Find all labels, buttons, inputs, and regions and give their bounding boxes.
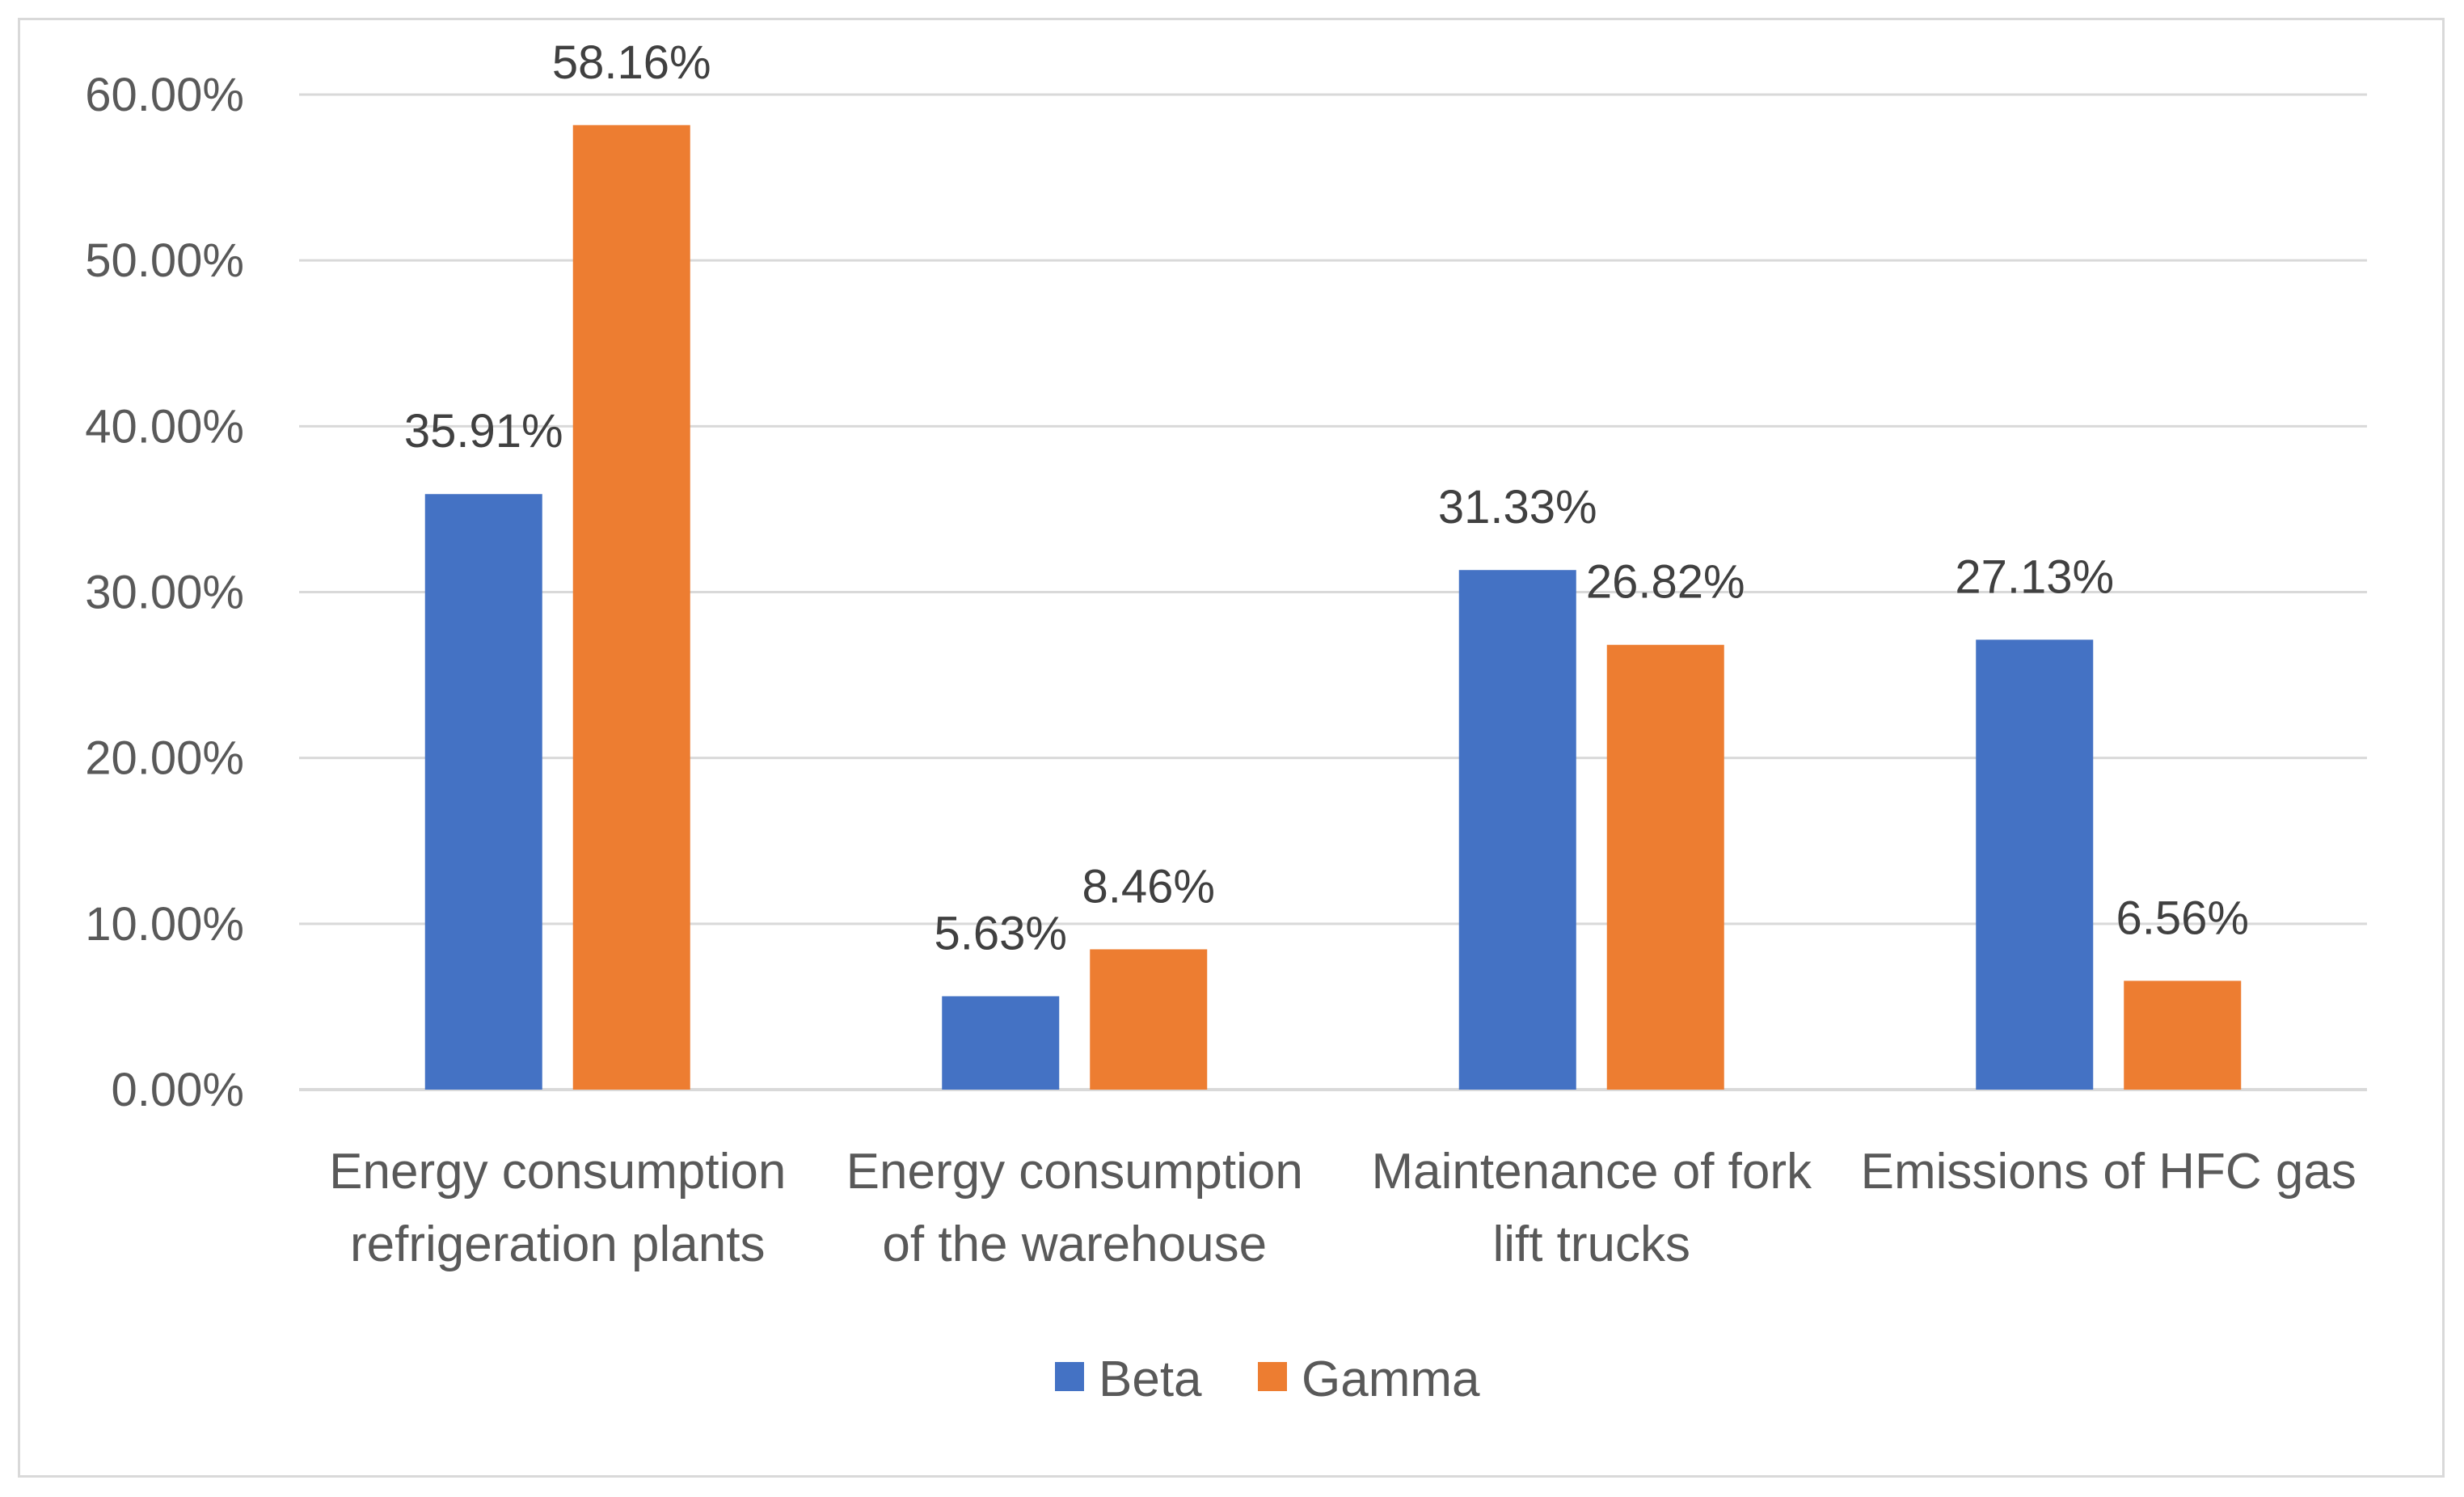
bar-gamma: [572, 124, 690, 1090]
bars: [424, 124, 2242, 1090]
bar-beta: [424, 494, 542, 1090]
x-category-label: of the warehouse: [882, 1217, 1267, 1272]
x-category-label: refrigeration plants: [350, 1217, 766, 1272]
data-label-gamma: 8.46%: [1082, 860, 1215, 913]
data-label-beta: 35.91%: [404, 405, 563, 458]
y-tick-label: 20.00%: [85, 732, 244, 785]
data-label-beta: 31.33%: [1438, 481, 1597, 533]
x-category-label: Energy consumption: [329, 1144, 786, 1200]
bar-gamma: [1606, 644, 1724, 1090]
x-category-label: Emissions of HFC gas: [1861, 1144, 2356, 1200]
x-category-label: lift trucks: [1492, 1217, 1690, 1272]
bar-beta: [1458, 570, 1576, 1090]
y-axis-ticks: 0.00% 10.00% 20.00% 30.00% 40.00% 50.00% 60.00…: [85, 69, 244, 1116]
bar-gamma: [2124, 980, 2242, 1090]
data-label-gamma: 58.16%: [552, 36, 711, 89]
data-label-beta: 27.13%: [1955, 550, 2114, 603]
y-tick-label: 60.00%: [85, 69, 244, 121]
y-tick-label: 40.00%: [85, 400, 244, 453]
x-category-label: Maintenance of fork: [1371, 1144, 1812, 1200]
y-tick-label: 30.00%: [85, 567, 244, 619]
data-label-gamma: 26.82%: [1586, 556, 1745, 609]
legend-label-gamma: Gamma: [1302, 1352, 1480, 1407]
bar-gamma: [1090, 949, 1208, 1090]
bar-beta: [1976, 639, 2094, 1090]
data-label-beta: 5.63%: [935, 907, 1067, 959]
y-tick-label: 0.00%: [112, 1064, 244, 1116]
y-tick-label: 50.00%: [85, 234, 244, 287]
x-category-label: Energy consumption: [846, 1144, 1303, 1200]
data-labels: 35.91% 58.16% 5.63% 8.46% 31.33% 26.82% 27.13%…: [404, 36, 2249, 960]
legend-swatch-beta: [1055, 1362, 1084, 1391]
y-tick-label: 10.00%: [85, 898, 244, 951]
legend-swatch-gamma: [1258, 1362, 1287, 1391]
legend-label-beta: Beta: [1099, 1352, 1202, 1407]
bar-beta: [942, 996, 1060, 1090]
x-axis-categories: Energy consumption refrigeration plants En…: [329, 1144, 2356, 1272]
legend: Beta Gamma: [1055, 1352, 1480, 1407]
data-label-gamma: 6.56%: [2116, 892, 2249, 944]
